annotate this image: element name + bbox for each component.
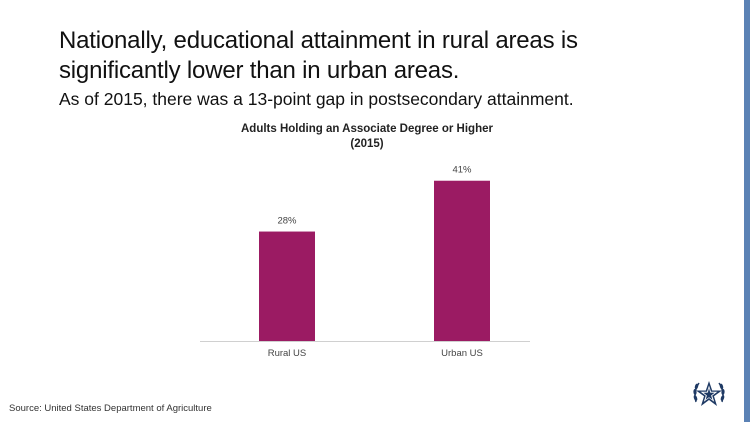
bar-chart: 28% Rural US 41% Urban US [200, 165, 530, 359]
accent-bar [744, 0, 750, 422]
category-label: Rural US [268, 348, 307, 359]
chart-title: Adults Holding an Associate Degree or Hi… [241, 123, 493, 135]
headline-line-1: Nationally, educational attainment in ru… [59, 27, 578, 54]
star-wreath-seal-icon [693, 381, 725, 406]
data-label: 28% [277, 216, 297, 227]
bar-urban-us [434, 180, 490, 341]
data-label: 41% [452, 165, 472, 176]
chart-title-block: Adults Holding an Associate Degree or Hi… [200, 122, 534, 152]
chart-subtitle: (2015) [350, 138, 384, 150]
bar-rural-us [259, 231, 315, 341]
source-note: Source: United States Department of Agri… [9, 403, 212, 414]
headline-line-2: significantly lower than in urban areas. [59, 57, 460, 84]
subheadline: As of 2015, there was a 13-point gap in … [59, 89, 574, 109]
category-label: Urban US [441, 348, 483, 359]
headline: Nationally, educational attainment in ru… [59, 26, 699, 86]
